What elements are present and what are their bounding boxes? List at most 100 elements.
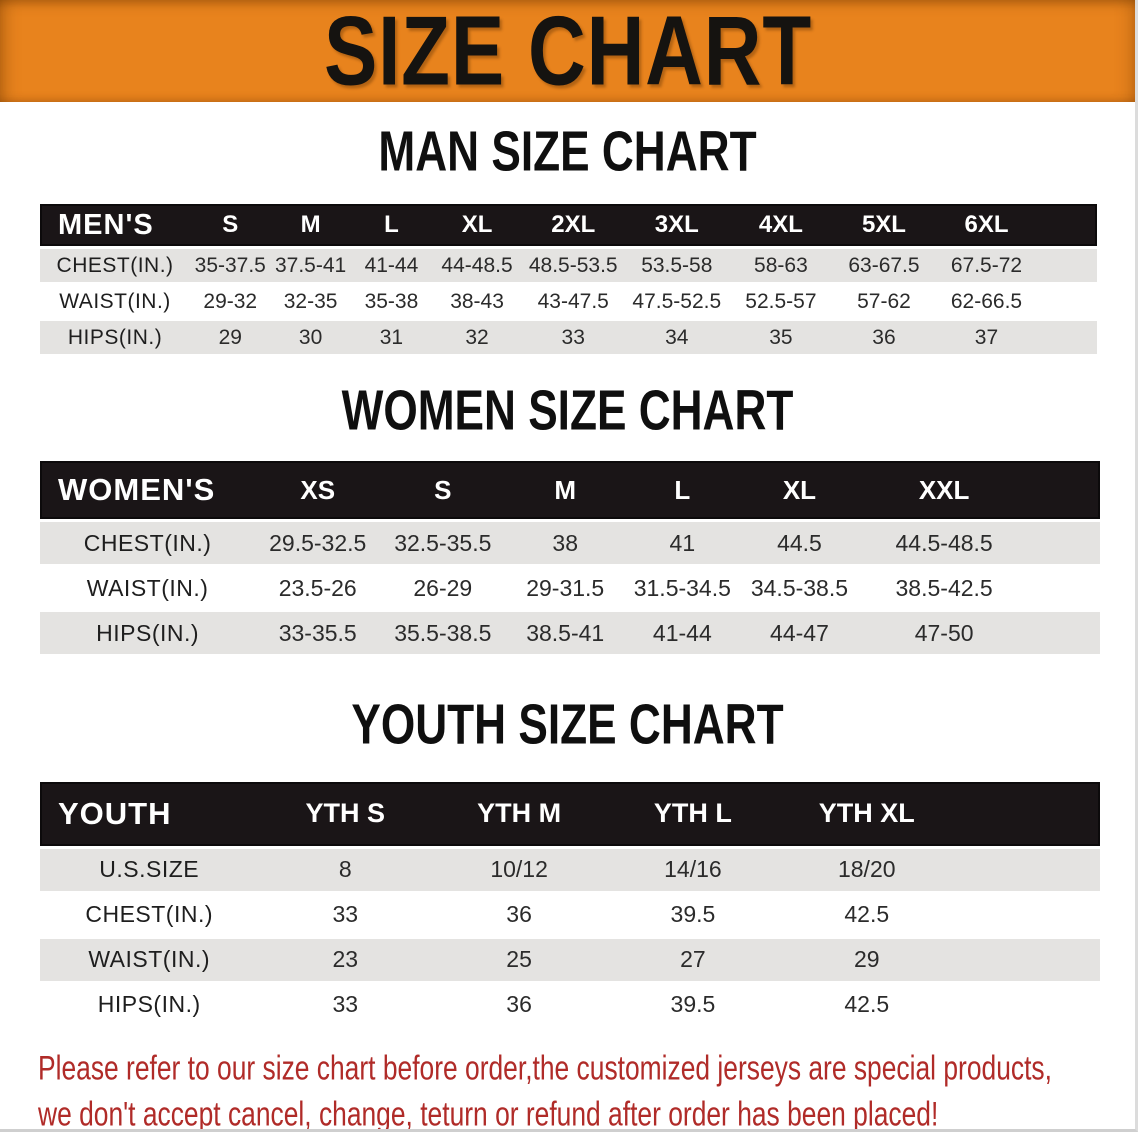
size-column-header: 6XL: [935, 204, 1038, 247]
row-filler: [953, 848, 1100, 891]
row-label: CHEST(IN.): [40, 522, 256, 565]
size-column-header: XS: [255, 461, 381, 520]
disclaimer: Please refer to our size chart before or…: [0, 1045, 1135, 1132]
size-value: 8: [258, 848, 433, 891]
size-column-header: 5XL: [832, 204, 936, 247]
size-value: 14/16: [606, 848, 780, 891]
size-chart-section: WOMEN SIZE CHART WOMEN'S XS S M L XL XXL CHEST…: [0, 379, 1135, 657]
size-value: 47.5-52.5: [624, 285, 730, 319]
size-value: 41-44: [625, 612, 740, 655]
table-row: WAIST(IN.) 29-32 32-35 35-38 38-43 43-47.5 47.…: [40, 285, 1097, 319]
row-filler: [1028, 567, 1100, 610]
table-row: HIPS(IN.) 29 30 31 32 33 34 35 36 37: [40, 321, 1097, 355]
size-value: 37: [935, 321, 1038, 355]
size-value: 53.5-58: [624, 249, 730, 283]
table-row: HIPS(IN.) 33 36 39.5 42.5: [40, 983, 1100, 1026]
table-row: CHEST(IN.) 33 36 39.5 42.5: [40, 893, 1100, 936]
section-heading: YOUTH SIZE CHART: [351, 694, 784, 757]
section-heading: MAN SIZE CHART: [378, 120, 757, 184]
row-filler: [1028, 612, 1100, 655]
disclaimer-line-1: Please refer to our size chart before or…: [38, 1047, 1052, 1087]
size-header-row: YOUTH YTH S YTH M YTH L YTH XL: [40, 781, 1100, 846]
row-filler: [1028, 522, 1100, 565]
size-column-header: YTH XL: [779, 781, 954, 846]
size-value: 10/12: [432, 848, 607, 891]
size-table: YOUTH YTH S YTH M YTH L YTH XL U.S.SIZE 8 10/1…: [40, 779, 1100, 1029]
size-chart-section: MAN SIZE CHART MEN'S S M L XL 2XL 3XL 4XL 5XL 6XL…: [0, 120, 1135, 357]
size-value: 35: [729, 321, 833, 355]
size-value: 41-44: [350, 249, 433, 283]
size-value: 32: [432, 321, 522, 355]
size-column-header: M: [505, 461, 626, 520]
header-filler: [1037, 204, 1097, 247]
table-category-label: WOMEN'S: [40, 461, 256, 520]
size-value: 63-67.5: [832, 249, 936, 283]
size-value: 67.5-72: [935, 249, 1038, 283]
size-value: 35.5-38.5: [380, 612, 506, 655]
size-value: 62-66.5: [935, 285, 1038, 319]
table-category-label: MEN'S: [40, 204, 191, 247]
size-header-row: WOMEN'S XS S M L XL XXL: [40, 461, 1100, 520]
size-value: 32.5-35.5: [380, 522, 506, 565]
size-value: 33-35.5: [255, 612, 381, 655]
size-value: 31: [350, 321, 433, 355]
size-value: 42.5: [779, 893, 954, 936]
row-label: WAIST(IN.): [40, 285, 191, 319]
section-heading: WOMEN SIZE CHART: [341, 379, 794, 443]
size-value: 48.5-53.5: [521, 249, 625, 283]
size-value: 44.5-48.5: [859, 522, 1029, 565]
table-row: WAIST(IN.) 23 25 27 29: [40, 938, 1100, 981]
size-value: 36: [432, 893, 607, 936]
table-row: CHEST(IN.) 35-37.5 37.5-41 41-44 44-48.5 48.5…: [40, 249, 1097, 283]
size-value: 33: [258, 893, 433, 936]
row-label: CHEST(IN.): [40, 249, 191, 283]
size-column-header: XXL: [859, 461, 1029, 520]
size-value: 41: [625, 522, 740, 565]
size-value: 42.5: [779, 983, 954, 1026]
size-value: 27: [606, 938, 780, 981]
size-value: 37.5-41: [270, 249, 351, 283]
row-filler: [1037, 321, 1097, 355]
size-value: 44-48.5: [432, 249, 522, 283]
banner: SIZE CHART: [0, 0, 1135, 102]
row-label: WAIST(IN.): [40, 938, 259, 981]
size-value: 33: [521, 321, 625, 355]
disclaimer-line-2: we don't accept cancel, change, teturn o…: [38, 1093, 939, 1132]
row-label: CHEST(IN.): [40, 893, 259, 936]
size-value: 44.5: [739, 522, 860, 565]
size-column-header: 3XL: [624, 204, 730, 247]
size-value: 23: [258, 938, 433, 981]
size-value: 18/20: [779, 848, 954, 891]
row-filler: [953, 893, 1100, 936]
size-value: 57-62: [832, 285, 936, 319]
size-value: 52.5-57: [729, 285, 833, 319]
table-row: U.S.SIZE 8 10/12 14/16 18/20: [40, 848, 1100, 891]
size-value: 35-38: [350, 285, 433, 319]
size-value: 34.5-38.5: [739, 567, 860, 610]
header-filler: [1028, 461, 1100, 520]
header-filler: [953, 781, 1100, 846]
size-value: 43-47.5: [521, 285, 625, 319]
size-value: 29: [190, 321, 271, 355]
size-column-header: XL: [432, 204, 522, 247]
size-value: 29-31.5: [505, 567, 626, 610]
size-value: 36: [432, 983, 607, 1026]
size-chart-sections: MAN SIZE CHART MEN'S S M L XL 2XL 3XL 4XL 5XL 6XL…: [0, 120, 1135, 1029]
row-label: WAIST(IN.): [40, 567, 256, 610]
size-column-header: YTH S: [258, 781, 433, 846]
row-filler: [953, 983, 1100, 1026]
size-column-header: XL: [739, 461, 860, 520]
table-row: WAIST(IN.) 23.5-26 26-29 29-31.5 31.5-34.5 34…: [40, 567, 1100, 610]
size-value: 38.5-42.5: [859, 567, 1029, 610]
size-column-header: YTH L: [606, 781, 780, 846]
row-filler: [1037, 249, 1097, 283]
size-table: WOMEN'S XS S M L XL XXL CHEST(IN.) 29.5-32.5 32.…: [40, 458, 1100, 657]
size-value: 35-37.5: [190, 249, 271, 283]
size-column-header: M: [270, 204, 351, 247]
row-label: HIPS(IN.): [40, 983, 259, 1026]
row-label: HIPS(IN.): [40, 612, 256, 655]
row-filler: [1037, 285, 1097, 319]
size-column-header: 4XL: [729, 204, 833, 247]
size-value: 25: [432, 938, 607, 981]
table-row: CHEST(IN.) 29.5-32.5 32.5-35.5 38 41 44.5 44.5…: [40, 522, 1100, 565]
